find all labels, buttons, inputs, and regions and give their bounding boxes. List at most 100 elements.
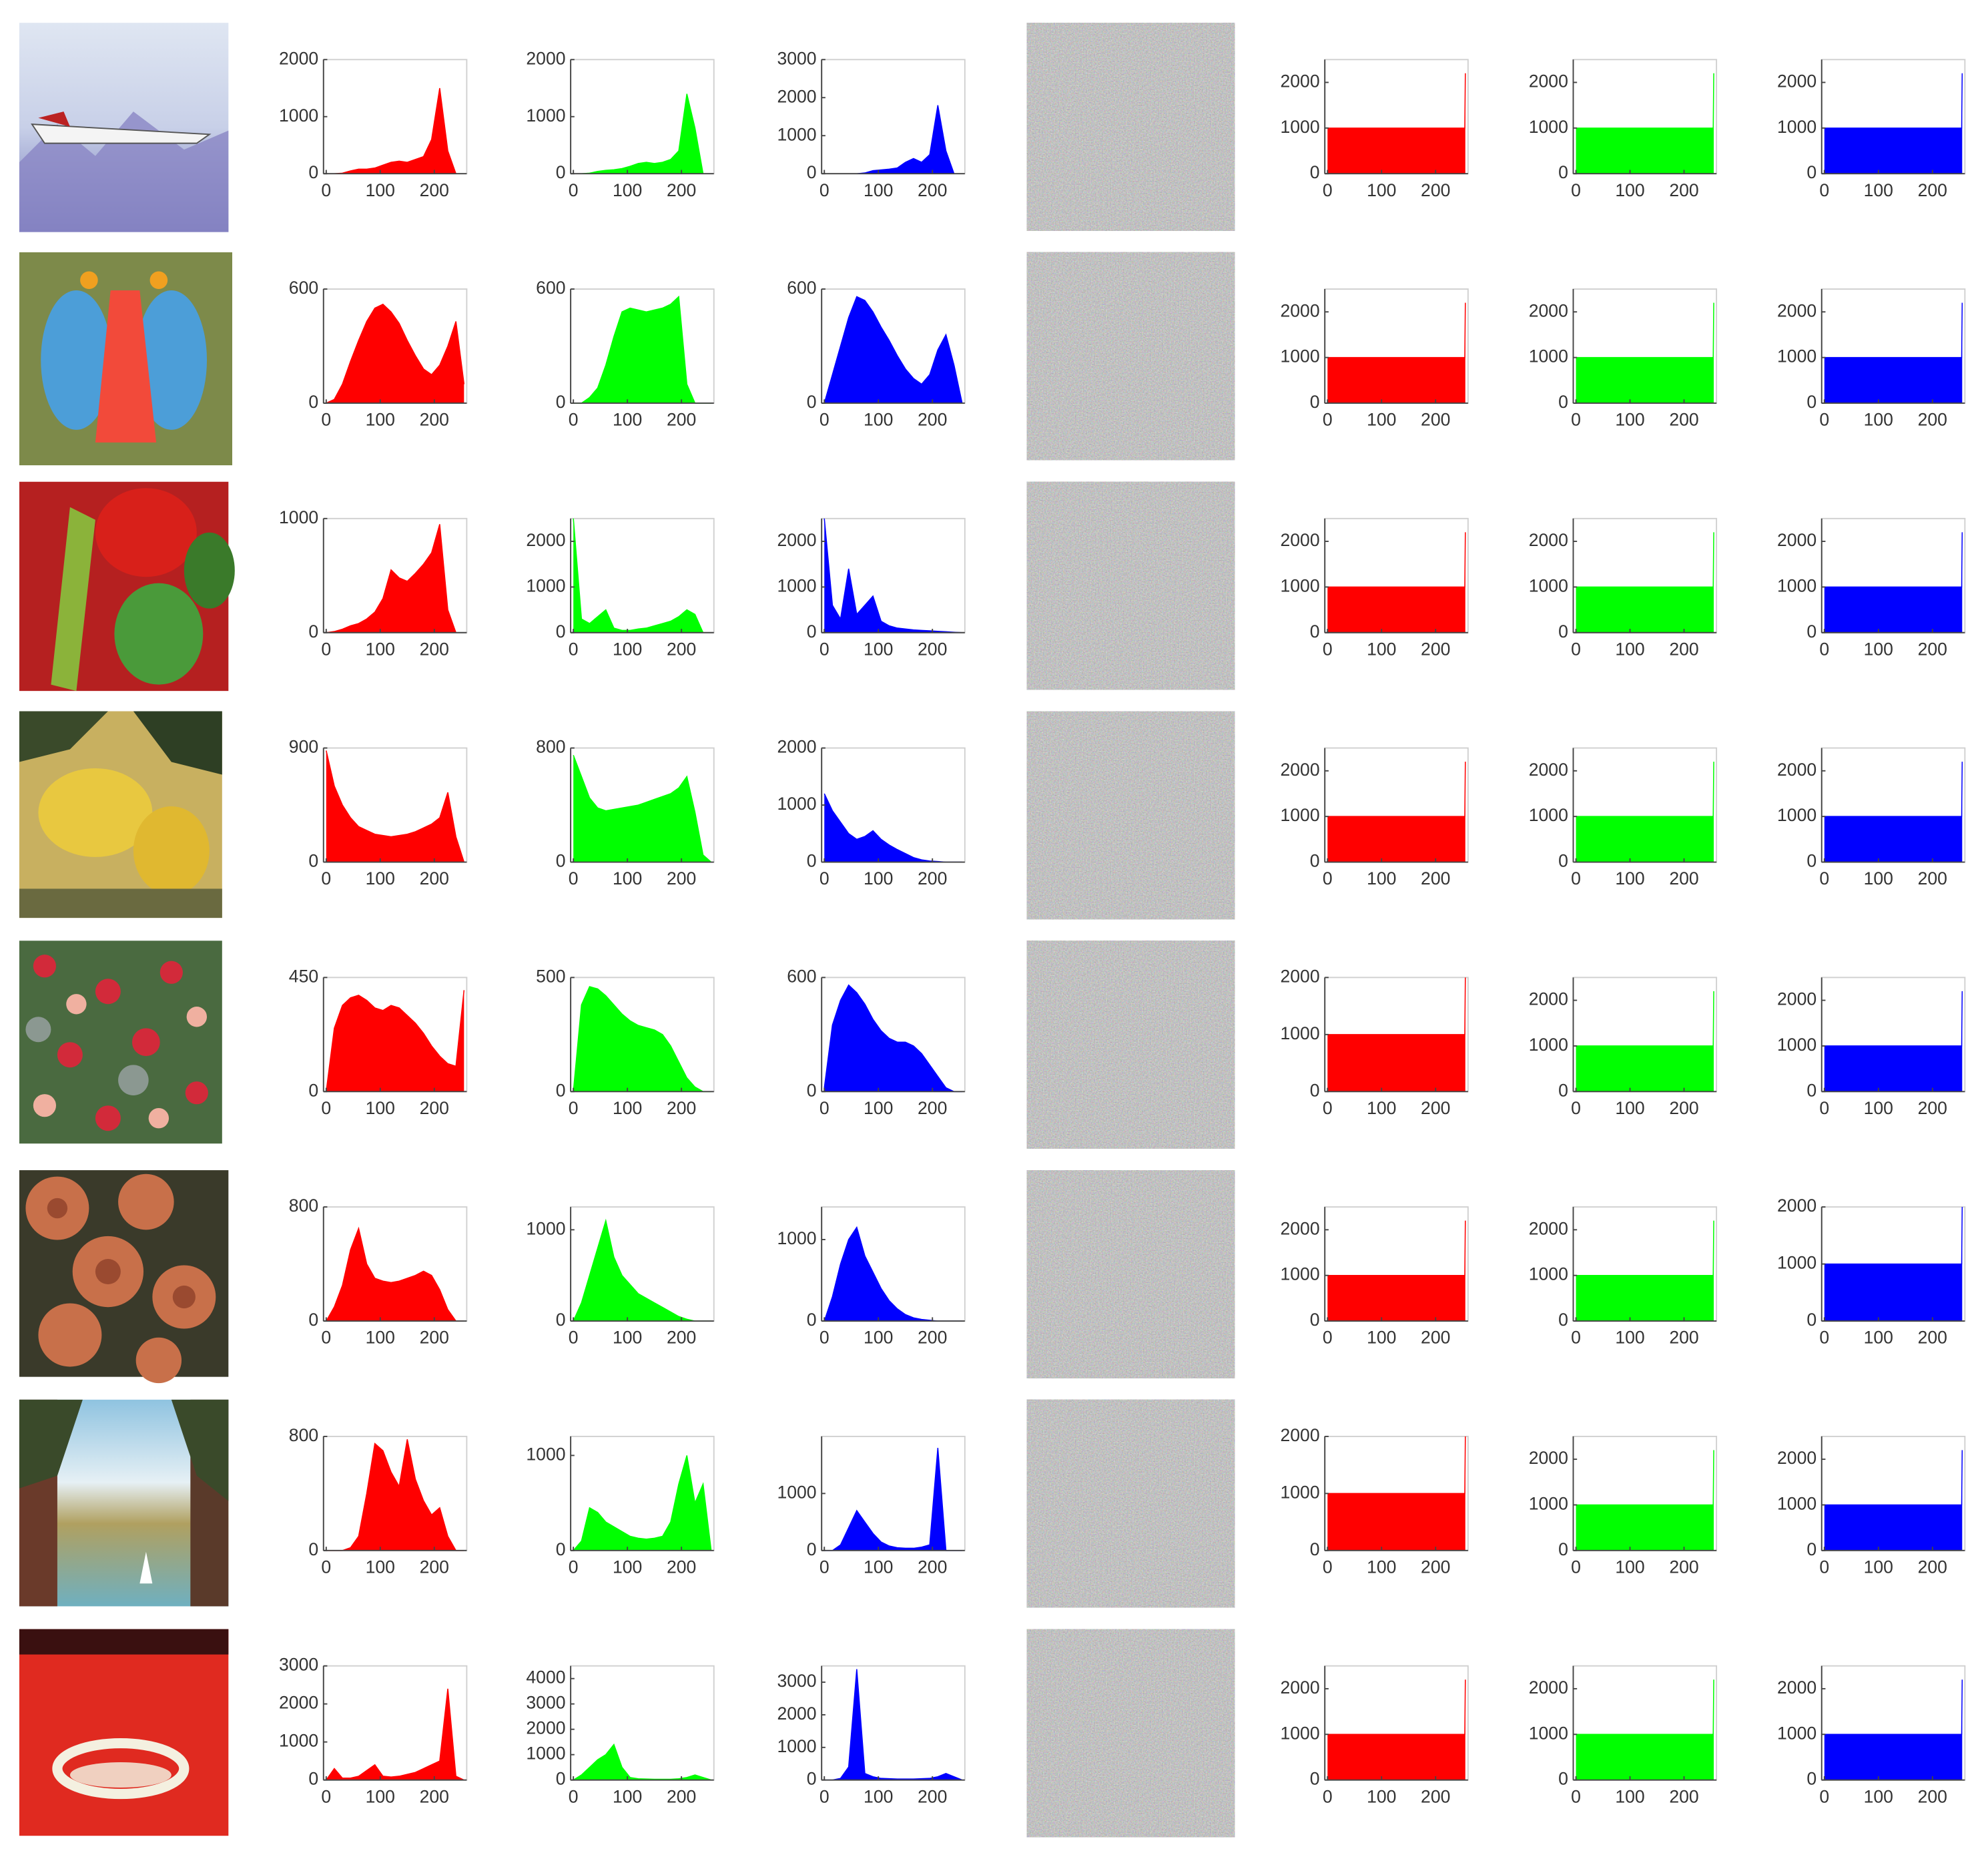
y-tick-label: 2000 [526, 530, 565, 550]
x-tick-label: 0 [569, 410, 579, 430]
x-tick-label: 200 [918, 1786, 947, 1806]
x-tick-label: 200 [1669, 1098, 1698, 1118]
histogram-fill [1576, 302, 1714, 403]
x-tick-label: 200 [667, 1098, 696, 1118]
x-tick-label: 200 [667, 1328, 696, 1348]
histogram-outline [1327, 977, 1466, 1035]
noise-image [1026, 1629, 1235, 1838]
noise-image [1026, 481, 1235, 690]
histogram-outline [573, 1743, 711, 1781]
x-tick-label: 200 [420, 410, 449, 430]
histogram-outline [1327, 1220, 1466, 1276]
x-tick-label: 200 [667, 868, 696, 888]
histogram-chart: 0 1000 0 100 200 [777, 1435, 966, 1577]
x-tick-label: 100 [864, 868, 893, 888]
x-tick-label: 0 [1571, 1098, 1581, 1118]
y-tick-label: 0 [556, 392, 566, 412]
histogram-outline [326, 524, 464, 633]
photo-airplane [19, 23, 229, 232]
y-tick-label: 0 [1310, 1310, 1320, 1330]
histogram-chart: 0 1000 2000 0 100 200 [1777, 977, 1966, 1118]
histogram-fill [1576, 991, 1714, 1092]
histogram-outline [823, 518, 962, 633]
x-tick-label: 200 [667, 639, 696, 659]
x-tick-label: 200 [667, 180, 696, 200]
y-tick-label: 2000 [1777, 71, 1816, 91]
x-tick-label: 200 [1669, 1328, 1698, 1348]
y-tick-label: 0 [807, 1539, 817, 1559]
histogram-outline [326, 990, 465, 1092]
y-tick-label: 0 [308, 1080, 318, 1100]
y-tick-label: 600 [289, 278, 318, 298]
plot-frame [821, 1665, 966, 1781]
x-tick-label: 200 [1918, 868, 1947, 888]
histogram-outline [573, 986, 711, 1093]
x-tick-label: 100 [366, 180, 395, 200]
histogram-outline [1576, 302, 1714, 358]
x-tick-label: 100 [864, 1786, 893, 1806]
histogram-outline [1824, 762, 1963, 817]
histogram-chart: 0 1000 2000 3000 0 100 200 [777, 48, 966, 200]
x-tick-label: 0 [1323, 1786, 1333, 1806]
x-tick-label: 0 [569, 180, 579, 200]
x-tick-label: 100 [1367, 639, 1396, 659]
x-tick-label: 100 [1367, 180, 1396, 200]
x-tick-label: 0 [1571, 1328, 1581, 1348]
y-tick-label: 0 [556, 851, 566, 871]
histogram-chart: 0 1000 2000 0 100 200 [1280, 966, 1469, 1118]
x-tick-label: 200 [1918, 1328, 1947, 1348]
histogram-outline [326, 1226, 464, 1322]
y-tick-label: 2000 [1280, 1425, 1319, 1445]
x-tick-label: 100 [1864, 1098, 1893, 1118]
x-tick-label: 100 [366, 1786, 395, 1806]
y-tick-label: 0 [556, 1310, 566, 1330]
y-tick-label: 2000 [1529, 71, 1568, 91]
y-tick-label: 2000 [777, 530, 816, 550]
x-tick-label: 200 [1669, 410, 1698, 430]
y-tick-label: 0 [1558, 1080, 1568, 1100]
y-tick-label: 1000 [1777, 1253, 1816, 1273]
y-tick-label: 0 [1806, 162, 1816, 182]
y-tick-label: 1000 [777, 794, 816, 814]
y-tick-label: 2000 [1529, 1448, 1568, 1468]
y-tick-label: 800 [289, 1196, 318, 1216]
x-tick-label: 0 [1819, 1557, 1829, 1577]
histogram-fill [573, 1744, 711, 1780]
histogram-fill [326, 88, 464, 174]
y-tick-label: 1000 [526, 575, 565, 595]
histogram-outline [1576, 1450, 1714, 1506]
histogram-fill [824, 1448, 962, 1551]
histogram-fill [326, 1688, 464, 1780]
histogram-outline [1824, 991, 1963, 1047]
x-tick-label: 200 [1421, 1098, 1450, 1118]
histogram-fill [824, 985, 962, 1092]
x-tick-label: 100 [613, 1557, 642, 1577]
y-tick-label: 0 [1806, 621, 1816, 641]
y-tick-label: 1000 [526, 1444, 565, 1464]
y-tick-label: 0 [1558, 162, 1568, 182]
y-tick-label: 2000 [526, 48, 565, 68]
x-tick-label: 200 [918, 868, 947, 888]
histogram-fill [1824, 302, 1963, 403]
y-tick-label: 1000 [777, 124, 816, 144]
x-tick-label: 100 [864, 1557, 893, 1577]
histogram-fill [1824, 762, 1963, 862]
histogram-outline [573, 295, 711, 404]
x-tick-label: 0 [1571, 639, 1581, 659]
histogram-fill [1327, 762, 1465, 862]
x-tick-label: 0 [569, 1786, 579, 1806]
x-tick-label: 0 [321, 1098, 331, 1118]
y-tick-label: 600 [536, 278, 565, 298]
y-tick-label: 1000 [1777, 805, 1816, 825]
y-tick-label: 0 [1558, 621, 1568, 641]
histogram-fill [1576, 532, 1714, 633]
x-tick-label: 0 [1819, 180, 1829, 200]
histogram-chart: 0 1000 2000 0 100 200 [1529, 517, 1718, 659]
y-tick-label: 0 [807, 851, 817, 871]
y-tick-label: 2000 [1777, 530, 1816, 550]
y-tick-label: 1000 [1529, 1035, 1568, 1055]
y-tick-label: 2000 [1280, 1677, 1319, 1697]
histogram-chart: 0 900 0 100 200 [289, 737, 468, 888]
histogram-fill [573, 1220, 711, 1322]
